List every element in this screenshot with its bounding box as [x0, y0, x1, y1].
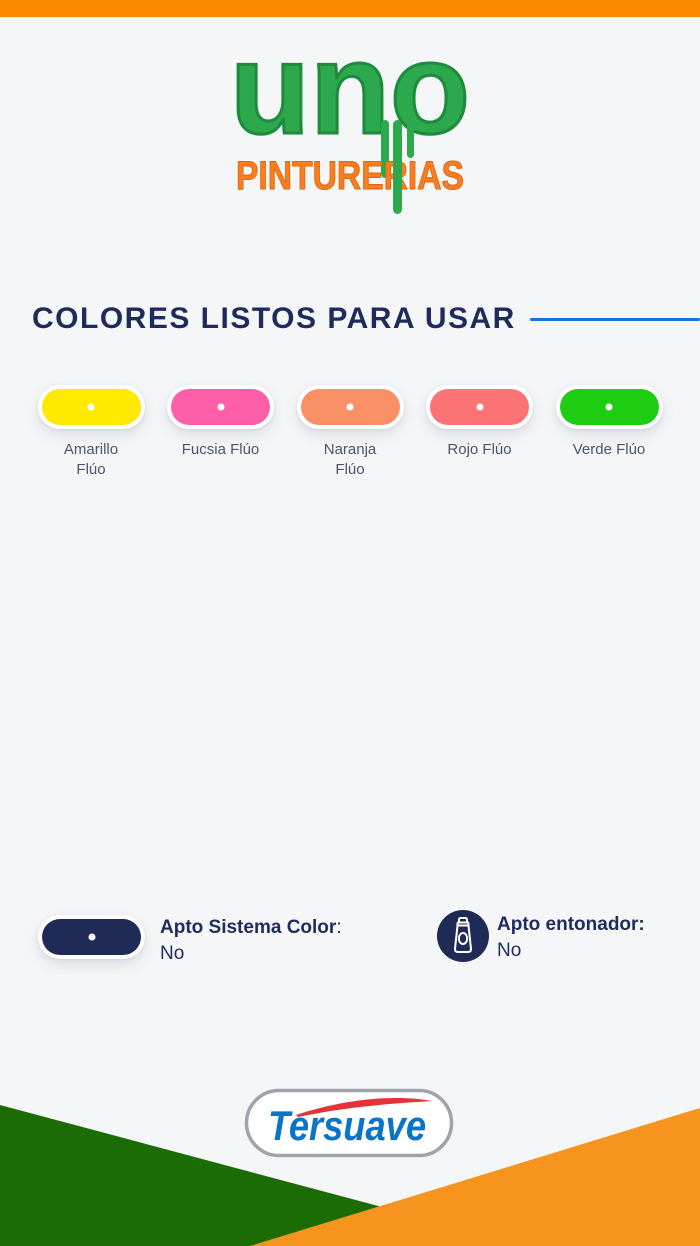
chip-dot-icon	[476, 403, 483, 411]
sistema-color-info: Apto Sistema Color: No	[160, 915, 342, 967]
entonador-info: Apto entonador: No	[497, 912, 645, 964]
swatch-label: Naranja Flúo	[323, 441, 377, 478]
paint-tube-icon	[437, 910, 489, 962]
swatch-ring	[167, 385, 274, 429]
heading-rule	[529, 317, 700, 321]
swatch-label: Amarillo Flúo	[63, 441, 119, 478]
swatch-rojo-fluo[interactable]: Rojo Flúo	[417, 385, 543, 479]
swatch-ring	[426, 385, 533, 429]
navy-color-chip	[42, 919, 141, 955]
section-header: COLORES LISTOS PARA USAR	[32, 300, 700, 338]
swatch-label: Verde Flúo	[572, 441, 646, 458]
chip-dot-icon	[605, 403, 613, 411]
tersuave-logo-text: Tersuave	[268, 1102, 426, 1149]
swatch-fucsia-fluo[interactable]: Fucsia Flúo	[158, 385, 284, 479]
logo-brand-text: uno	[230, 58, 470, 161]
swatch-amarillo-fluo[interactable]: Amarillo Flúo	[28, 385, 154, 479]
sistema-color-colon: :	[336, 917, 342, 938]
tersuave-logo-frame	[244, 1088, 454, 1158]
swatch-naranja-fluo[interactable]: Naranja Flúo	[287, 385, 413, 479]
paint-drip-icon	[407, 120, 414, 158]
chip-dot-icon	[88, 933, 95, 941]
sistema-color-label: Apto Sistema Color	[160, 917, 337, 938]
entonador-value: No	[497, 940, 522, 961]
swatch-ring	[296, 385, 404, 429]
chip-dot-icon	[346, 403, 354, 411]
entonador-badge	[437, 910, 489, 962]
tersuave-swoosh-icon	[296, 1097, 432, 1117]
swatch-verde-fluo[interactable]: Verde Flúo	[546, 385, 672, 479]
paint-drip-icon	[393, 120, 402, 214]
top-accent-bar	[0, 0, 700, 17]
color-swatch-row: Amarillo Flúo Fucsia Flúo Naranja Flúo	[28, 385, 672, 479]
logo-subtitle-text: PINTURERIAS	[236, 154, 464, 198]
swatch-ring	[555, 385, 663, 429]
color-chip[interactable]	[41, 389, 141, 425]
uno-pinturerias-logo: uno PINTURERIAS	[225, 58, 475, 220]
color-chip[interactable]	[300, 389, 400, 425]
color-chip[interactable]	[430, 389, 529, 425]
paint-drip-icon	[381, 120, 389, 178]
tersuave-logo: Tersuave	[244, 1088, 454, 1158]
sistema-color-chip	[38, 915, 145, 959]
sistema-color-value: No	[160, 943, 185, 964]
entonador-label: Apto entonador:	[497, 914, 645, 935]
swatch-label: Rojo Flúo	[447, 441, 512, 458]
swatch-ring	[37, 385, 145, 429]
color-chip[interactable]	[559, 389, 659, 425]
chip-dot-icon	[87, 403, 95, 411]
page-title: COLORES LISTOS PARA USAR	[32, 302, 516, 335]
chip-dot-icon	[217, 403, 224, 411]
color-chip[interactable]	[171, 389, 270, 425]
swatch-label: Fucsia Flúo	[181, 441, 260, 458]
paint-drip-icon: uno PINTURERIAS	[229, 58, 472, 214]
